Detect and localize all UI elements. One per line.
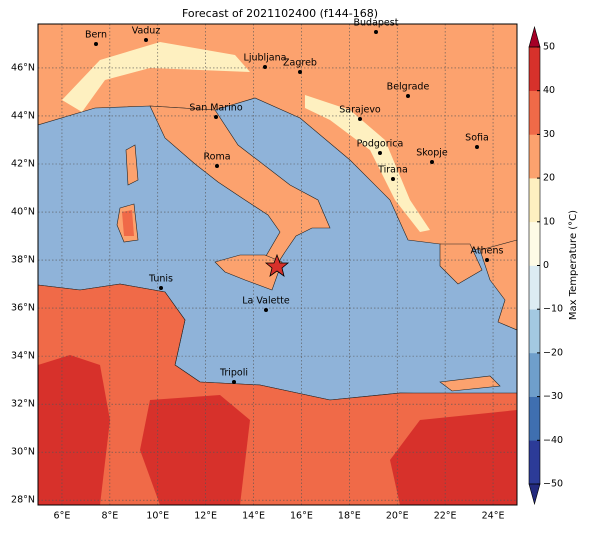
city-label: Tunis	[148, 274, 173, 285]
colorbar-band	[529, 352, 540, 397]
lat-tick-label: 38°N	[11, 255, 35, 266]
colorbar-band	[529, 178, 540, 223]
city-dot	[378, 151, 382, 155]
city-label: Roma	[203, 152, 230, 163]
crete	[439, 375, 501, 392]
city-label: San Marino	[189, 103, 242, 114]
colorbar-tick-label: 20	[543, 173, 555, 184]
hot-zone	[390, 410, 517, 505]
map	[38, 24, 517, 505]
city-dot	[159, 286, 163, 290]
city-dot	[263, 65, 267, 69]
city-label: Athens	[471, 246, 504, 257]
city-dot	[264, 308, 268, 312]
city-dot	[475, 145, 479, 149]
lon-tick-label: 20°E	[386, 511, 409, 522]
colorbar-band	[529, 47, 540, 91]
colorbar-band	[529, 221, 540, 266]
colorbar-tick-label: −10	[543, 304, 563, 315]
city-dot	[144, 38, 148, 42]
colorbar-tick-label: 30	[543, 129, 555, 140]
lon-tick-label: 8°E	[101, 511, 118, 522]
city-label: Tripoli	[219, 368, 248, 379]
lon-tick-label: 22°E	[434, 511, 457, 522]
colorbar-tick-label: −20	[543, 347, 563, 358]
colorbar-tick-label: 10	[543, 216, 555, 227]
hot-zone	[140, 395, 250, 505]
lon-tick-label: 12°E	[194, 511, 217, 522]
corsica	[125, 144, 139, 186]
city-label: Vaduz	[132, 26, 161, 37]
sicily	[214, 254, 283, 291]
city-dot	[391, 177, 395, 181]
lat-tick-label: 36°N	[11, 303, 35, 314]
lat-tick-label: 28°N	[11, 495, 35, 506]
city-dot	[485, 258, 489, 262]
colorbar-over	[528, 25, 541, 48]
city-label: Skopje	[416, 148, 448, 159]
lon-tick-label: 10°E	[146, 511, 169, 522]
lon-tick-label: 18°E	[338, 511, 361, 522]
city-dot	[406, 94, 410, 98]
city-dot	[215, 164, 219, 168]
city-label: Sarajevo	[339, 105, 381, 116]
city-dot	[374, 30, 378, 34]
title: Forecast of 2021102400 (f144-168)	[182, 7, 378, 20]
colorbar-tick-label: 50	[543, 42, 555, 53]
colorbar-under	[528, 483, 541, 506]
city-label: Zagreb	[283, 58, 317, 69]
city-label: Belgrade	[387, 82, 430, 93]
colorbar-tick-label: −50	[543, 479, 563, 490]
colorbar-band	[529, 134, 540, 179]
colorbar-tick-label: −30	[543, 391, 563, 402]
peloponnese	[439, 243, 483, 285]
city-label: Budapest	[354, 18, 399, 29]
city-dot	[430, 160, 434, 164]
city-dot	[232, 380, 236, 384]
lat-tick-label: 32°N	[11, 399, 35, 410]
colorbar-band	[529, 309, 540, 354]
city-label: Bern	[85, 30, 107, 41]
aegean-coast	[479, 239, 517, 331]
city-label: Ljubljana	[244, 53, 287, 64]
hot-zone	[122, 210, 134, 236]
lon-tick-label: 16°E	[290, 511, 313, 522]
colorbar-tick-label: 0	[543, 260, 549, 271]
map-frame	[37, 23, 518, 506]
colorbar-tick-label: 40	[543, 85, 555, 96]
italy	[149, 105, 331, 267]
city-dot	[214, 115, 218, 119]
colorbar-band	[529, 440, 540, 485]
lon-tick-label: 24°E	[482, 511, 505, 522]
city-label: La Valette	[242, 296, 290, 307]
colorbar-band	[529, 396, 540, 441]
colorbar-tick-label: −40	[543, 435, 563, 446]
lon-tick-label: 14°E	[242, 511, 265, 522]
lat-tick-label: 30°N	[11, 447, 35, 458]
city-label: Podgorica	[357, 139, 404, 150]
city-dot	[358, 117, 362, 121]
city-dot	[298, 70, 302, 74]
lat-tick-label: 44°N	[11, 110, 35, 121]
colorbar-band	[529, 265, 540, 310]
mild-zone	[305, 95, 430, 232]
colorbar-label: Max Temperature (°C)	[568, 210, 579, 320]
city-label: Sofia	[465, 133, 489, 144]
marker-star	[264, 253, 290, 277]
lat-tick-label: 46°N	[11, 62, 35, 73]
lat-tick-label: 34°N	[11, 351, 35, 362]
colorbar-band	[529, 90, 540, 135]
hot-zone	[38, 355, 110, 505]
mild-zone	[62, 42, 250, 112]
city-label: Tirana	[377, 165, 408, 176]
city-dot	[94, 42, 98, 46]
lon-tick-label: 6°E	[54, 511, 71, 522]
lat-tick-label: 42°N	[11, 159, 35, 170]
lat-tick-label: 40°N	[11, 207, 35, 218]
